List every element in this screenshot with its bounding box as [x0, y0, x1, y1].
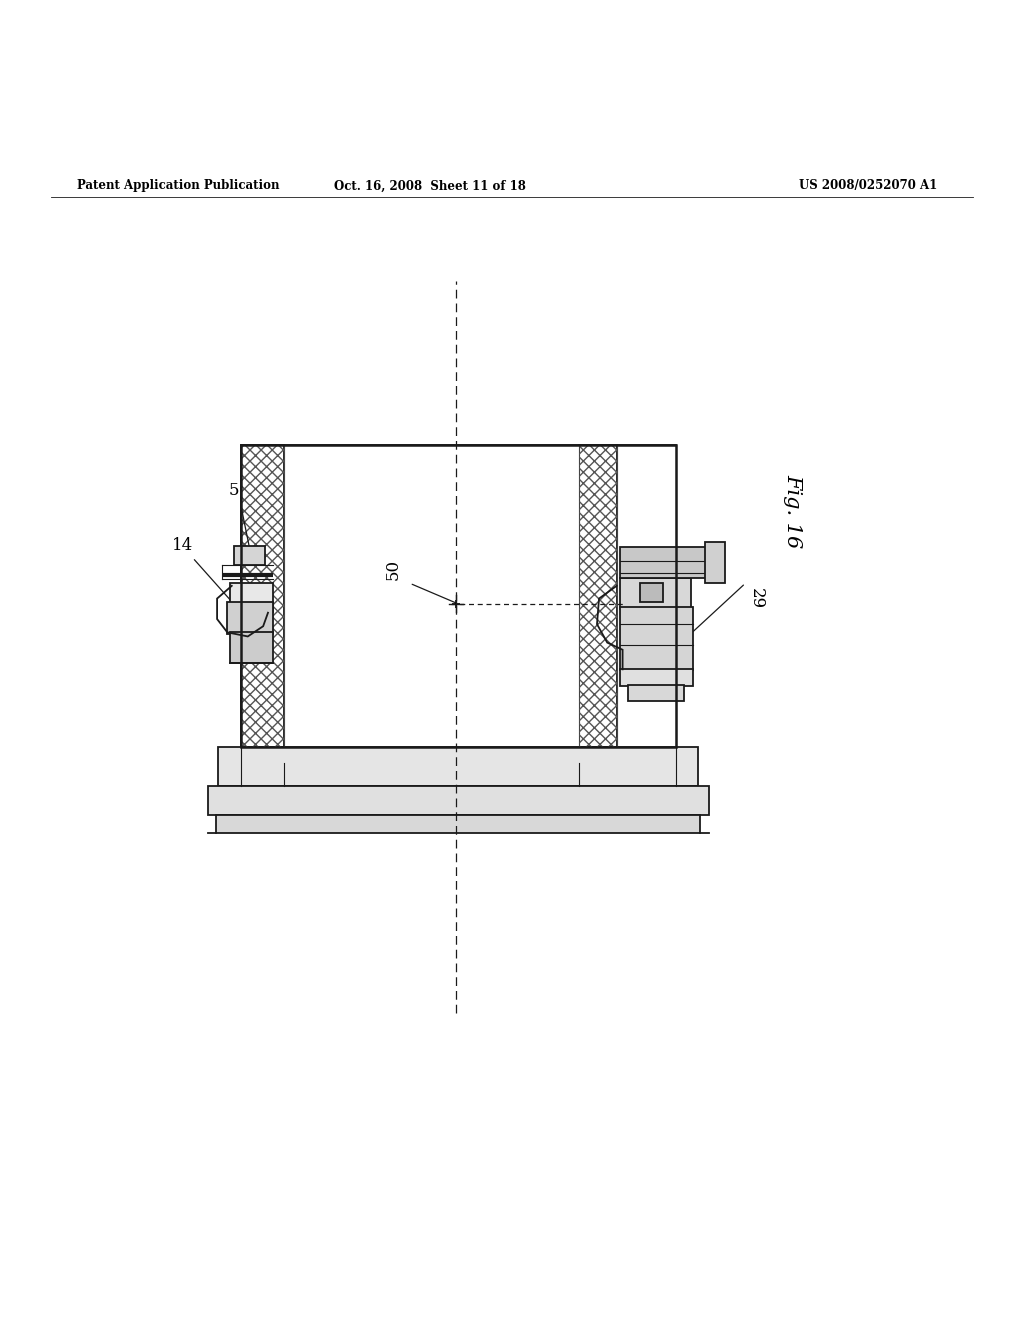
Bar: [230, 632, 273, 663]
Bar: [241, 445, 676, 747]
Text: Fig. 16: Fig. 16: [783, 474, 803, 549]
Text: 29: 29: [748, 589, 765, 610]
Text: 50: 50: [385, 558, 401, 579]
Bar: [208, 785, 709, 814]
Bar: [620, 548, 722, 578]
Bar: [230, 583, 273, 612]
Bar: [216, 814, 700, 833]
Text: 5: 5: [228, 482, 239, 499]
Bar: [620, 578, 691, 609]
Bar: [241, 445, 284, 747]
Bar: [617, 445, 676, 747]
Bar: [579, 445, 617, 747]
Bar: [640, 583, 663, 602]
Bar: [620, 607, 693, 671]
Text: 14: 14: [172, 536, 193, 553]
Bar: [218, 747, 698, 785]
Bar: [241, 445, 676, 747]
Bar: [234, 546, 265, 565]
Bar: [705, 543, 725, 583]
Text: Oct. 16, 2008  Sheet 11 of 18: Oct. 16, 2008 Sheet 11 of 18: [334, 180, 526, 193]
Bar: [628, 685, 684, 701]
Bar: [620, 669, 693, 685]
Text: Patent Application Publication: Patent Application Publication: [77, 180, 280, 193]
Bar: [579, 445, 617, 747]
Bar: [227, 602, 273, 635]
Bar: [241, 445, 284, 747]
Bar: [284, 445, 579, 747]
Text: US 2008/0252070 A1: US 2008/0252070 A1: [799, 180, 937, 193]
